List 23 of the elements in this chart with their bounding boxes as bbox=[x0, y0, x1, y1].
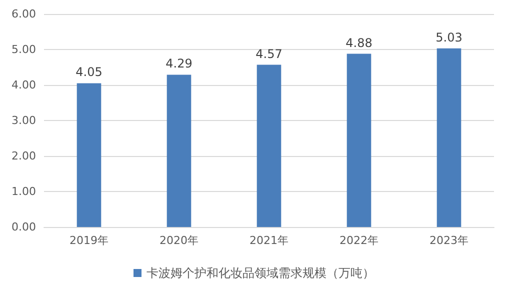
legend-label: 卡波姆个护和化妆品领域需求规模（万吨） bbox=[146, 266, 374, 280]
y-tick-label: 0.00 bbox=[12, 220, 36, 234]
x-tick-label: 2021年 bbox=[250, 234, 288, 247]
data-label: 5.03 bbox=[436, 30, 462, 44]
data-label: 4.05 bbox=[76, 65, 102, 80]
bar bbox=[166, 74, 192, 227]
x-tick-label: 2023年 bbox=[430, 234, 468, 247]
bar bbox=[436, 48, 462, 227]
x-tick-label: 2022年 bbox=[340, 234, 378, 247]
y-tick-label: 2.00 bbox=[12, 150, 36, 162]
y-tick-label: 4.00 bbox=[12, 78, 36, 92]
bar bbox=[256, 64, 282, 227]
x-tick-label: 2020年 bbox=[160, 234, 198, 247]
y-tick-label: 5.00 bbox=[12, 43, 36, 56]
bar bbox=[76, 83, 102, 227]
y-tick-label: 3.00 bbox=[12, 114, 36, 127]
y-tick-label: 1.00 bbox=[12, 185, 36, 198]
data-label: 4.57 bbox=[256, 46, 282, 61]
data-label: 4.88 bbox=[346, 36, 372, 50]
y-tick-label: 6.00 bbox=[12, 8, 36, 20]
bar bbox=[346, 54, 372, 227]
x-tick-label: 2019年 bbox=[70, 234, 108, 247]
data-label: 4.29 bbox=[166, 56, 192, 71]
